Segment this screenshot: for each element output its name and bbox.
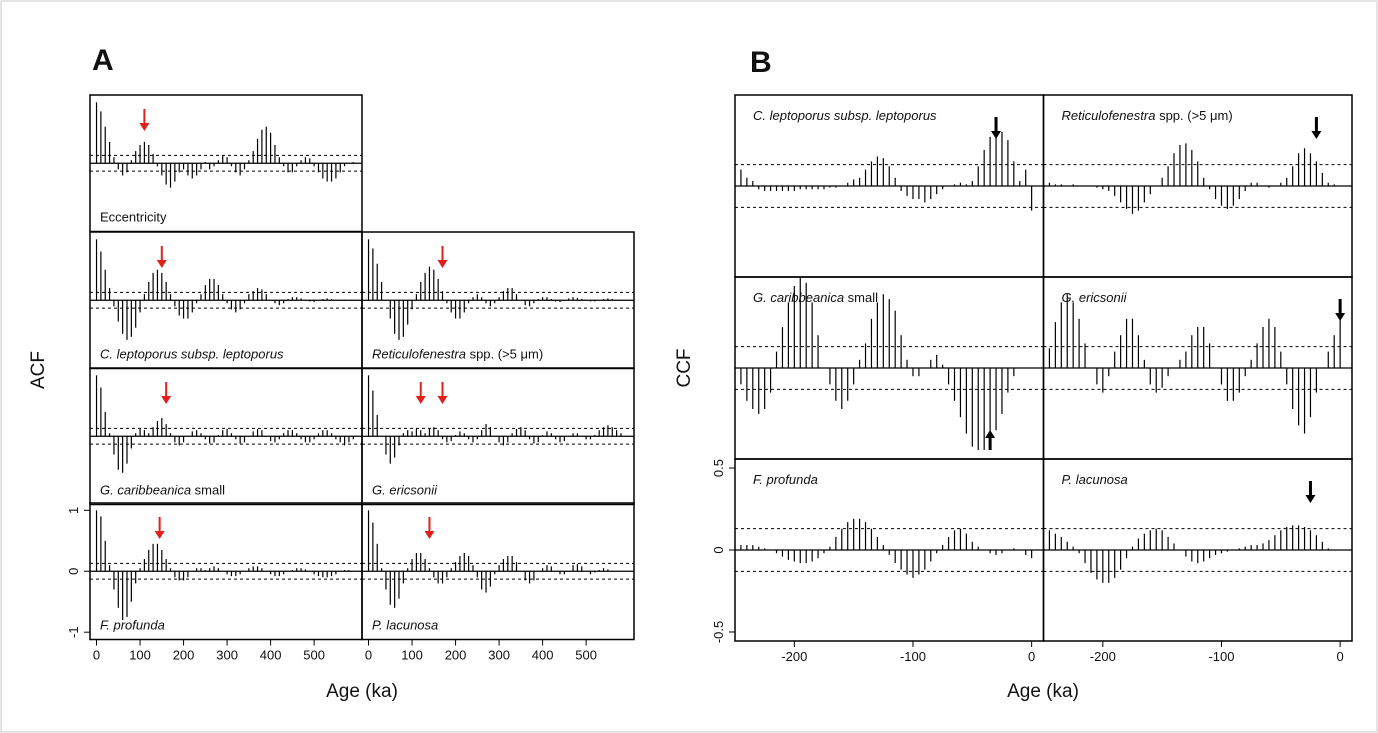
y-tick-label: 0 — [711, 546, 726, 553]
arrow-head — [1335, 313, 1346, 321]
x-axis-label: Age (ka) — [326, 681, 398, 702]
arrow — [991, 117, 1002, 139]
arrow-head — [415, 396, 426, 404]
x-tick-label: 400 — [532, 648, 554, 663]
x-tick-label: 100 — [129, 648, 151, 663]
label-part: G. caribbeanica — [753, 290, 844, 305]
arrow — [1311, 117, 1322, 139]
panel-label: C. leptoporus subsp. leptoporus — [753, 108, 937, 123]
panel-label: F. profunda — [753, 472, 818, 487]
y-tick-label: -1 — [66, 626, 81, 638]
arrow-head — [437, 396, 448, 404]
arrow-head — [156, 260, 167, 268]
arrow-head — [139, 123, 150, 131]
label-part: F. profunda — [753, 472, 818, 487]
label-part: P. lacunosa — [1062, 472, 1128, 487]
y-tick-label: 0 — [66, 568, 81, 575]
arrow — [156, 246, 167, 268]
x-tick-label: -200 — [1090, 649, 1116, 664]
y-tick-label: 1 — [66, 507, 81, 514]
arrow — [139, 109, 150, 131]
x-tick-label: 0 — [1028, 649, 1035, 664]
panel-label: G. caribbeanica small — [753, 290, 878, 305]
label-part: spp. (>5 μm) — [1155, 108, 1232, 123]
y-tick-label: 0.5 — [711, 459, 726, 477]
y-axis-label: ACF — [28, 351, 49, 389]
panel-label: Reticulofenestra spp. (>5 μm) — [372, 347, 543, 362]
x-tick-label: 300 — [216, 648, 238, 663]
label-part: F. profunda — [100, 618, 165, 633]
label-part: P. lacunosa — [372, 618, 438, 633]
arrow-head — [1311, 131, 1322, 139]
arrow — [154, 517, 165, 539]
panel-label: P. lacunosa — [372, 618, 438, 633]
arrow — [437, 246, 448, 268]
label-part: C. leptoporus subsp. leptoporus — [753, 108, 937, 123]
label-part: spp. (>5 μm) — [466, 347, 543, 362]
x-tick-label: 400 — [260, 648, 282, 663]
label-part: Eccentricity — [100, 210, 167, 225]
label-part: small — [191, 483, 225, 498]
panel-label: Reticulofenestra spp. (>5 μm) — [1062, 108, 1233, 123]
x-tick-label: 300 — [488, 648, 510, 663]
panel-label: P. lacunosa — [1062, 472, 1128, 487]
x-tick-label: 500 — [575, 648, 597, 663]
panel-label: G. caribbeanica small — [100, 483, 225, 498]
arrow-head — [154, 531, 165, 539]
label-part: Reticulofenestra — [372, 347, 466, 362]
y-axis-label: CCF — [674, 348, 695, 387]
label-part: G. ericsonii — [1062, 290, 1128, 305]
x-tick-label: 0 — [365, 648, 372, 663]
panel-letter: A — [92, 44, 114, 77]
x-tick-label: 200 — [173, 648, 195, 663]
x-tick-label: 0 — [93, 648, 100, 663]
arrow-head — [437, 260, 448, 268]
x-tick-label: 200 — [445, 648, 467, 663]
arrow-head — [991, 131, 1002, 139]
label-part: small — [844, 290, 878, 305]
x-tick-label: -200 — [781, 649, 807, 664]
panel-label: G. ericsonii — [372, 483, 438, 498]
x-tick-label: -100 — [900, 649, 926, 664]
panel-label: Eccentricity — [100, 210, 167, 225]
label-part: G. caribbeanica — [100, 483, 191, 498]
arrow — [161, 382, 172, 404]
arrow — [1335, 299, 1346, 321]
panel-label: C. leptoporus subsp. leptoporus — [100, 347, 284, 362]
arrow-head — [161, 396, 172, 404]
arrow — [437, 382, 448, 404]
arrow-head — [424, 531, 435, 539]
arrow — [415, 382, 426, 404]
x-tick-label: 500 — [303, 648, 325, 663]
label-part: G. ericsonii — [372, 483, 438, 498]
x-tick-label: 0 — [1337, 649, 1344, 664]
x-axis-label: Age (ka) — [1007, 681, 1079, 702]
label-part: Reticulofenestra — [1062, 108, 1156, 123]
arrow-head — [1305, 495, 1316, 503]
label-part: C. leptoporus subsp. leptoporus — [100, 347, 284, 362]
panel-letter: B — [750, 46, 772, 79]
panel-label: G. ericsonii — [1062, 290, 1128, 305]
arrow — [985, 430, 996, 450]
y-tick-label: -0.5 — [711, 621, 726, 643]
arrow — [1305, 481, 1316, 503]
arrow — [424, 517, 435, 539]
x-tick-label: 100 — [401, 648, 423, 663]
x-tick-label: -100 — [1208, 649, 1234, 664]
arrow-head — [985, 430, 996, 438]
panel-label: F. profunda — [100, 618, 165, 633]
